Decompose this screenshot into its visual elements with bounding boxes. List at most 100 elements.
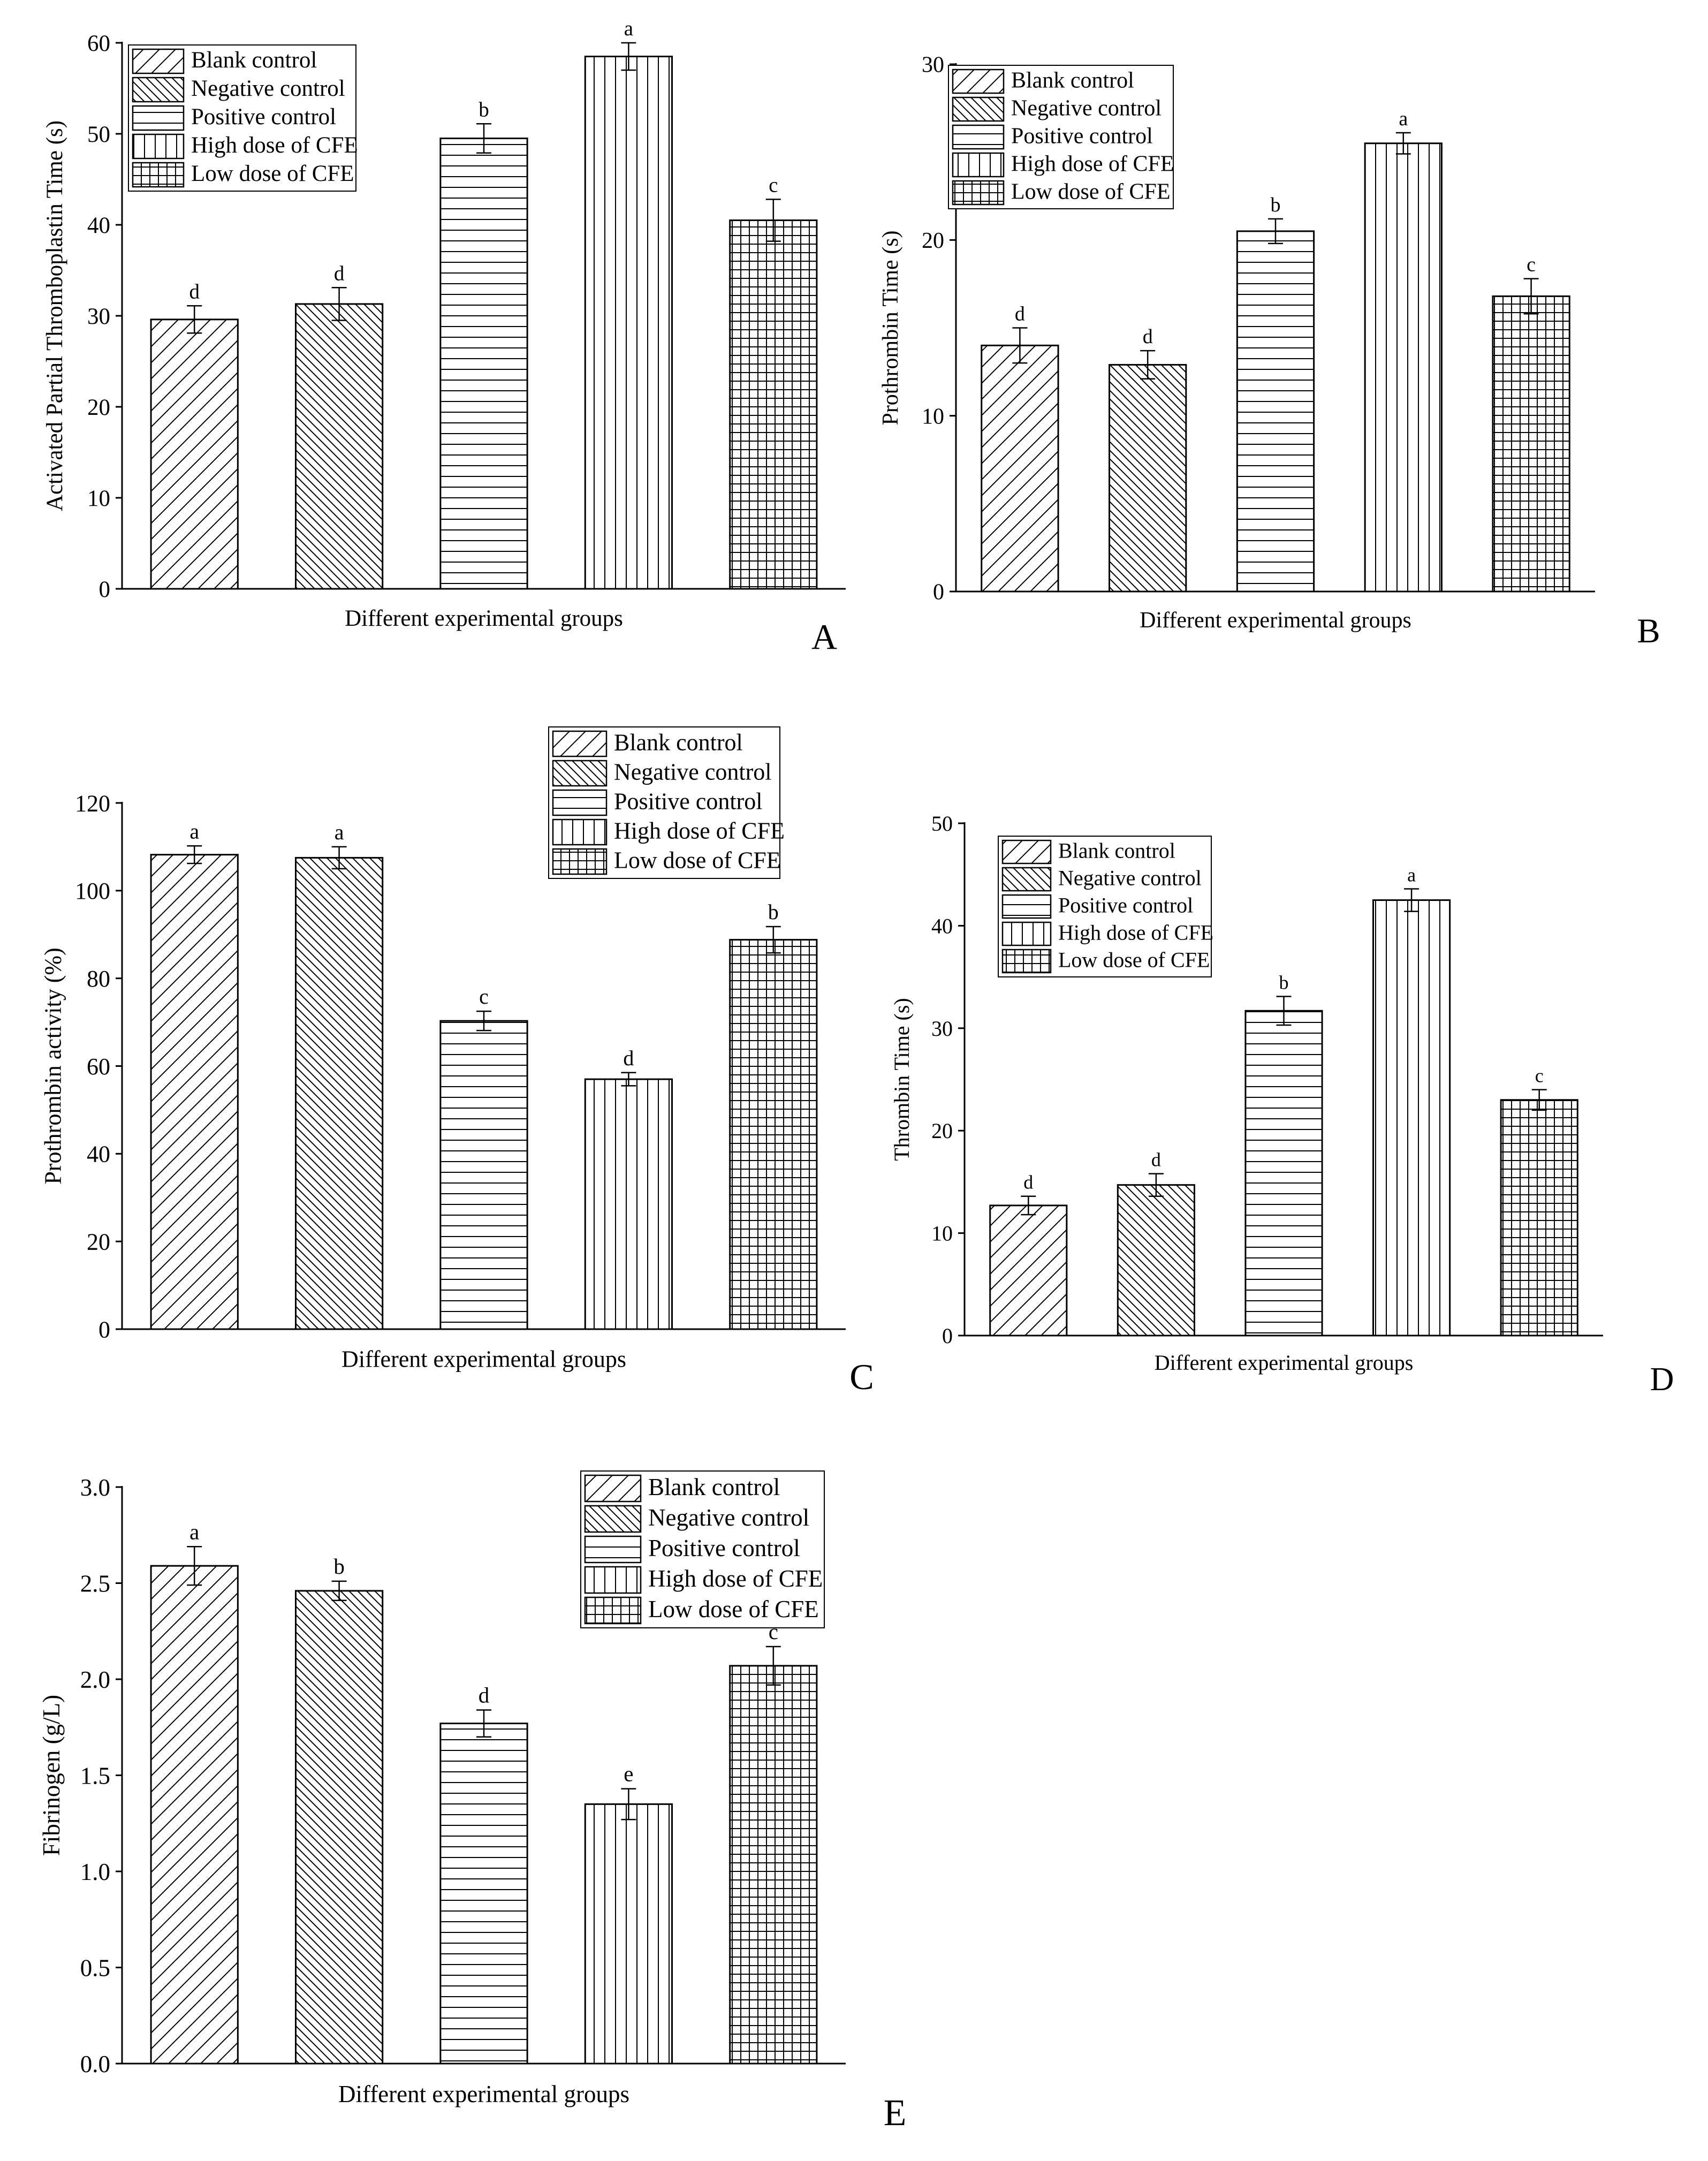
panel-e-legend-swatch-blank-control	[584, 1474, 642, 1503]
panel-b-legend-swatch-negative-control	[952, 96, 1005, 122]
panel-e-significance-label-3: d	[479, 1682, 490, 1707]
panel-e-bar-low-dose-of-cfe	[729, 1665, 818, 2065]
panel-a-legend-label-positive-control: Positive control	[191, 104, 336, 130]
panel-a-legend-swatch-high-dose-of-cfe	[132, 133, 185, 160]
panel-a-legend-label-negative-control: Negative control	[191, 76, 345, 101]
panel-d-legend-swatch-positive-control	[1001, 894, 1052, 919]
panel-e-legend-swatch-high-dose-of-cfe	[584, 1566, 642, 1594]
panel-c-legend-swatch-low-dose-of-cfe	[552, 848, 608, 875]
panel-c-significance-label-5: b	[768, 900, 779, 924]
panel-a-bar-high-dose-of-cfe	[584, 56, 673, 590]
panel-a-legend-swatch-positive-control	[132, 105, 185, 131]
panel-e-legend-label-positive-control: Positive control	[648, 1535, 800, 1561]
panel-e-legend-swatch-positive-control	[584, 1535, 642, 1564]
panel-c-significance-label-4: d	[623, 1046, 634, 1070]
panel-c-y-tick-label-1: 0	[98, 1316, 110, 1343]
panel-c-legend-label-low-dose-of-cfe: Low dose of CFE	[614, 847, 781, 874]
panel-a-y-tick-label-4: 30	[87, 304, 110, 329]
panel-b-y-axis-label: Prothrombin Time (s)	[878, 230, 903, 425]
panel-e-bar-blank-control	[150, 1565, 239, 2065]
panel-e-legend-swatch-negative-control	[584, 1505, 642, 1533]
panel-c-legend-label-negative-control: Negative control	[614, 759, 771, 785]
panel-d-bar-negative-control	[1117, 1184, 1195, 1337]
panel-a-legend-label-low-dose-of-cfe: Low dose of CFE	[191, 161, 354, 186]
panel-e-legend-swatch-low-dose-of-cfe	[584, 1596, 642, 1625]
panel-b-y-tick-label-4: 30	[922, 53, 944, 78]
panel-e-bar-positive-control	[439, 1723, 528, 2065]
panel-a-bar-negative-control	[294, 303, 384, 590]
panel-d-y-tick-label-6: 50	[931, 812, 953, 836]
panel-b-bar-high-dose-of-cfe	[1364, 142, 1443, 593]
panel-e-legend-label-blank-control: Blank control	[648, 1474, 780, 1500]
panel-b-significance-label-5: c	[1527, 254, 1536, 276]
panel-d-bar-high-dose-of-cfe	[1372, 899, 1451, 1337]
panel-c-legend-swatch-blank-control	[552, 730, 608, 757]
panel-b-significance-label-4: a	[1399, 108, 1408, 130]
panel-d-legend-swatch-low-dose-of-cfe	[1001, 949, 1052, 974]
panel-d-significance-label-4: a	[1407, 864, 1416, 885]
panel-c-y-tick-label-5: 80	[87, 966, 110, 992]
panel-b-legend-swatch-high-dose-of-cfe	[952, 152, 1005, 178]
panel-b-significance-label-1: d	[1015, 303, 1025, 325]
panel-d-legend-label-blank-control: Blank control	[1058, 839, 1175, 863]
panel-a-y-tick-label-1: 0	[99, 577, 111, 602]
panel-e-y-tick-label-7: 3.0	[80, 1474, 110, 1501]
panel-b-y-tick-label-1: 0	[933, 580, 944, 605]
panel-d-legend-label-high-dose-of-cfe: High dose of CFE	[1058, 921, 1213, 945]
panel-d-y-tick-label-2: 10	[931, 1222, 953, 1246]
panel-d-legend-label-low-dose-of-cfe: Low dose of CFE	[1058, 948, 1210, 972]
panel-e-legend-label-high-dose-of-cfe: High dose of CFE	[648, 1565, 823, 1592]
panel-d-significance-label-3: b	[1279, 972, 1289, 993]
panel-c-panel-label: C	[849, 1356, 874, 1397]
panel-c-bar-low-dose-of-cfe	[729, 939, 818, 1330]
panel-e-bar-high-dose-of-cfe	[584, 1803, 673, 2065]
panel-a-significance-label-4: a	[624, 17, 633, 40]
panel-a-y-tick-label-7: 60	[87, 31, 110, 56]
panel-b-bar-negative-control	[1109, 363, 1187, 593]
panel-e-y-tick-label-3: 1.0	[80, 1859, 110, 1885]
panel-c-significance-label-3: c	[479, 984, 489, 1009]
panel-d-legend-swatch-high-dose-of-cfe	[1001, 921, 1052, 946]
panel-d-y-axis-label: Thrombin Time (s)	[890, 998, 914, 1161]
panel-e-y-axis-label: Fibrinogen (g/L)	[38, 1695, 65, 1856]
panel-b-legend-label-positive-control: Positive control	[1011, 124, 1153, 148]
panel-a-y-tick-label-2: 10	[87, 486, 110, 511]
panel-b-legend-label-negative-control: Negative control	[1011, 96, 1162, 120]
panel-d-bar-positive-control	[1244, 1010, 1323, 1337]
panel-d-y-tick-label-5: 40	[931, 914, 953, 938]
panel-a-significance-label-2: d	[334, 262, 345, 285]
panel-d-significance-label-5: c	[1535, 1065, 1544, 1087]
panel-d-y-tick-label-3: 20	[931, 1119, 953, 1143]
panel-e-y-tick-label-6: 2.5	[80, 1570, 110, 1597]
panel-b-significance-label-3: b	[1271, 194, 1281, 216]
panel-e-legend-label-low-dose-of-cfe: Low dose of CFE	[648, 1596, 819, 1622]
panel-e-significance-label-4: e	[624, 1762, 633, 1786]
panel-b-bar-positive-control	[1236, 230, 1315, 593]
panel-c-bar-negative-control	[294, 856, 384, 1330]
panel-e-y-tick-label-5: 2.0	[80, 1666, 110, 1693]
panel-c-y-axis-label: Prothrombin activity (%)	[40, 947, 66, 1184]
panel-a-significance-label-5: c	[769, 173, 778, 196]
panel-d-y-tick-label-4: 30	[931, 1017, 953, 1041]
panel-d-panel-label: D	[1650, 1361, 1674, 1398]
panel-b-legend-label-high-dose-of-cfe: High dose of CFE	[1011, 151, 1174, 176]
panel-d-legend-label-positive-control: Positive control	[1058, 893, 1193, 918]
panel-c-significance-label-1: a	[189, 819, 199, 843]
panel-c-y-tick-label-2: 20	[87, 1229, 110, 1255]
panel-c-legend-swatch-high-dose-of-cfe	[552, 818, 608, 846]
panel-b-legend-swatch-positive-control	[952, 124, 1005, 150]
panel-e-significance-label-1: a	[189, 1519, 199, 1544]
panel-a-bar-low-dose-of-cfe	[729, 219, 818, 590]
panel-d-y-tick-label-1: 0	[942, 1324, 953, 1348]
panel-d-bar-blank-control	[989, 1204, 1068, 1337]
panel-a-significance-label-3: b	[479, 98, 489, 121]
panel-a-y-tick-label-3: 20	[87, 395, 110, 420]
panel-c-bar-high-dose-of-cfe	[584, 1078, 673, 1330]
panel-c-legend-swatch-negative-control	[552, 760, 608, 787]
panel-b-panel-label: B	[1637, 612, 1660, 650]
panel-b-bar-blank-control	[981, 344, 1059, 593]
panel-b-legend-label-blank-control: Blank control	[1011, 68, 1134, 93]
panel-c-y-tick-label-4: 60	[87, 1053, 110, 1080]
panel-a-y-tick-label-6: 50	[87, 122, 110, 147]
